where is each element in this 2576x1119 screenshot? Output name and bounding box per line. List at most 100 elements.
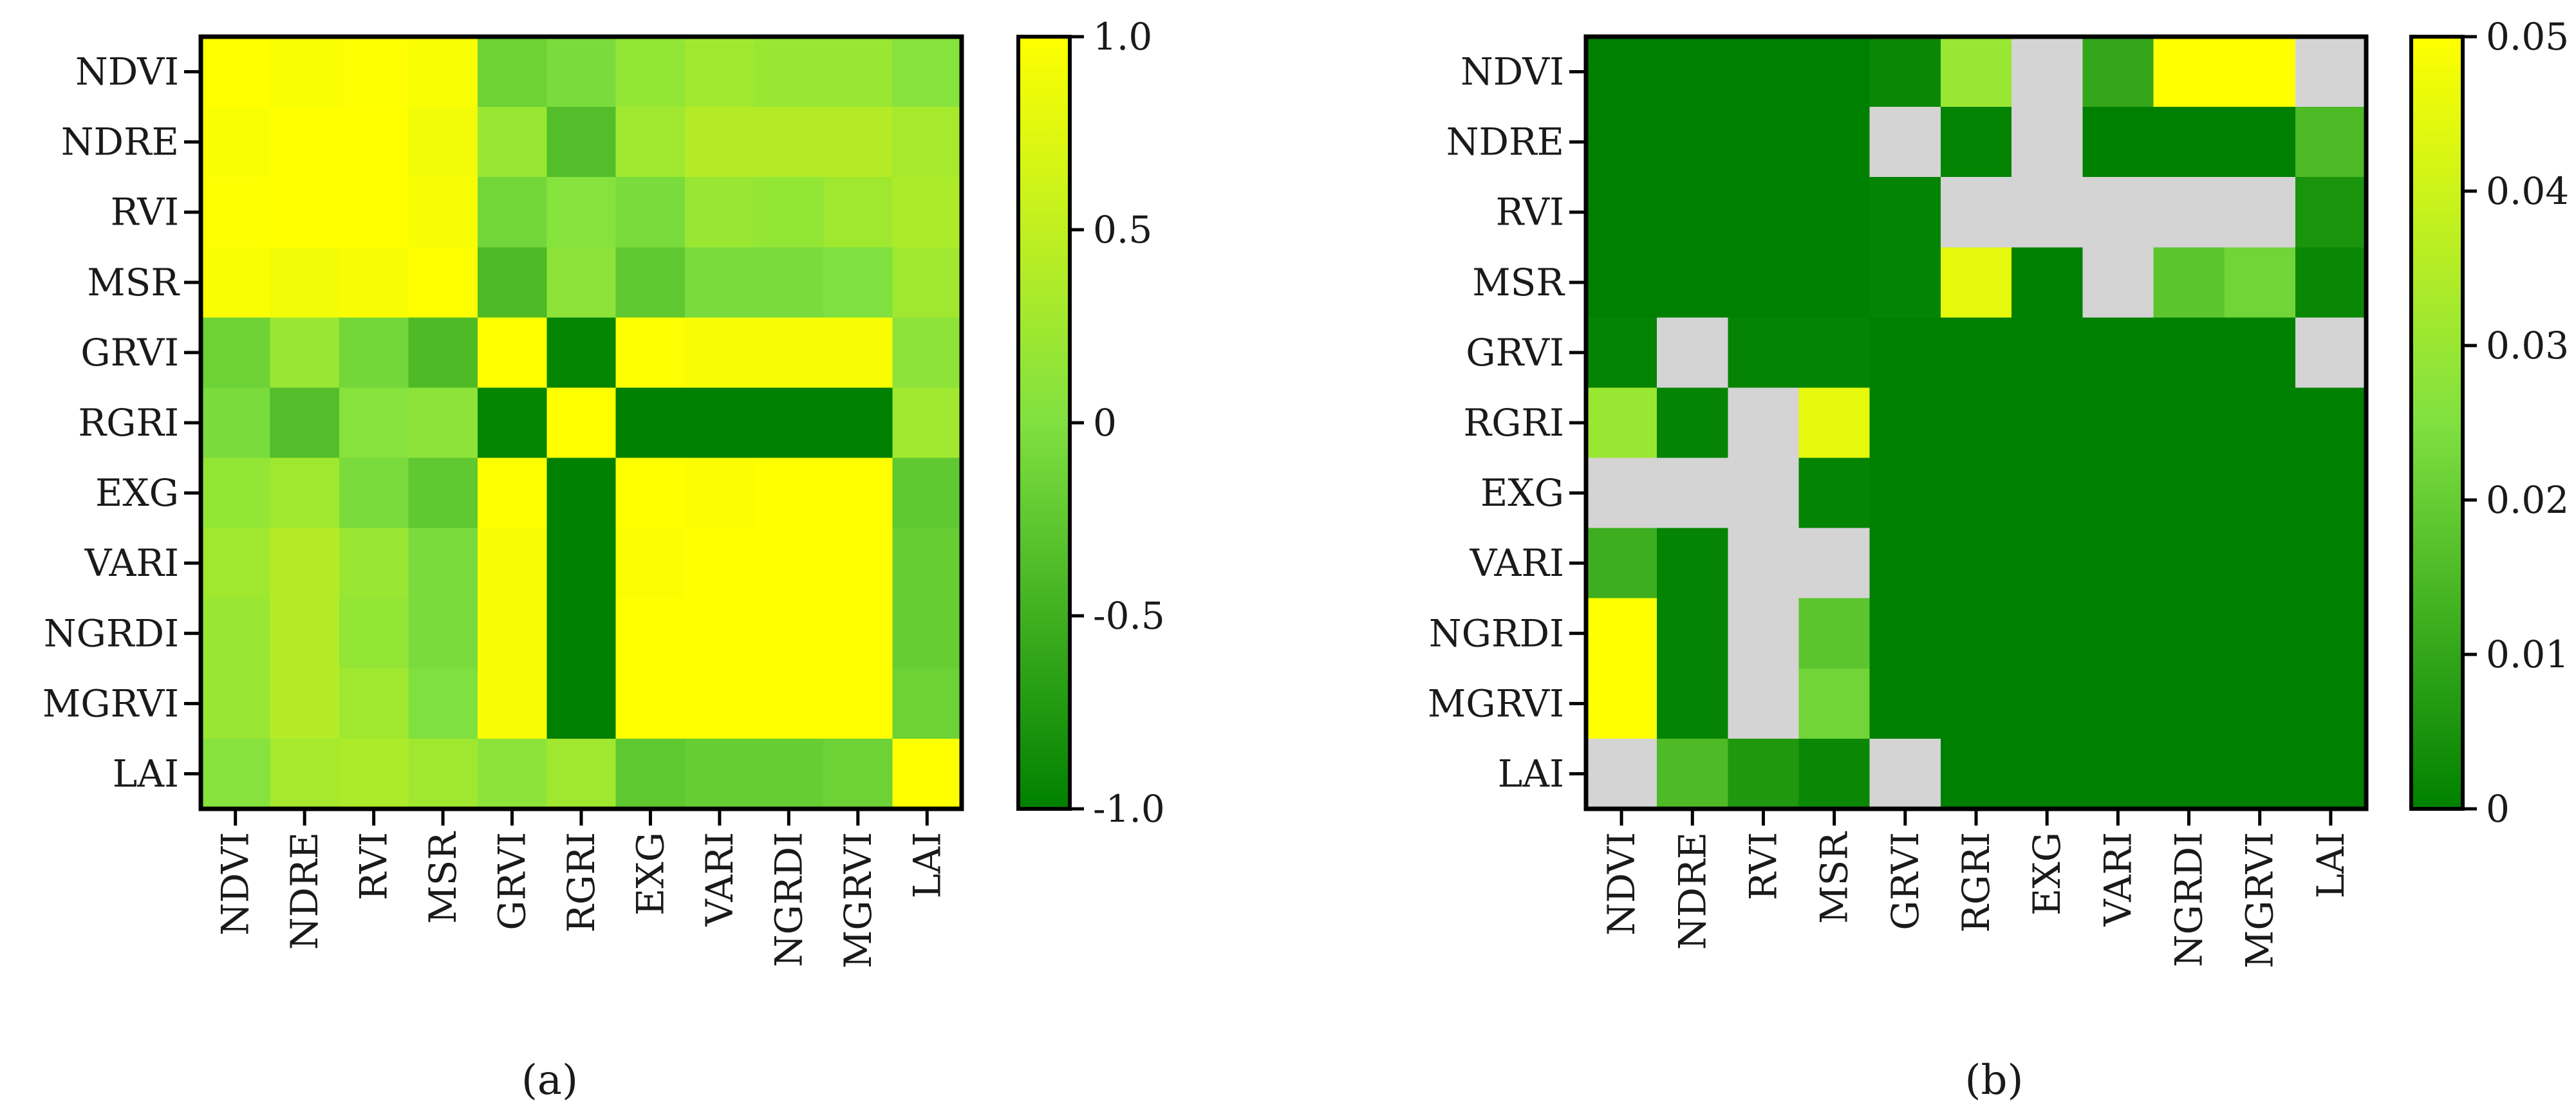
heatmap-cell-a-exg-rvi bbox=[339, 458, 409, 529]
heatmap-cell-a-lai-vari bbox=[685, 738, 755, 809]
heatmap-cell-b-rvi-msr bbox=[1798, 177, 1871, 248]
heatmap-cell-b-ngrdi-exg bbox=[2011, 598, 2083, 669]
heatmap-cell-b-rvi-rgri bbox=[1940, 177, 2012, 248]
heatmap-cell-a-rvi-rvi bbox=[339, 177, 409, 248]
heatmap-cell-b-grvi-msr bbox=[1798, 317, 1871, 389]
heatmap-cell-a-ndre-vari bbox=[685, 107, 755, 178]
row-label-a-ndre: NDRE bbox=[61, 120, 179, 164]
heatmap-cell-b-ndre-ndre bbox=[1657, 107, 1728, 178]
heatmap-cell-a-ndre-ndvi bbox=[201, 107, 271, 178]
heatmap-cell-b-exg-vari bbox=[2082, 458, 2154, 529]
heatmap-cell-a-rvi-grvi bbox=[477, 177, 547, 248]
heatmap-cell-a-lai-msr bbox=[408, 738, 478, 809]
heatmap-cell-b-ngrdi-lai bbox=[2295, 598, 2367, 669]
heatmap-cell-b-ndre-exg bbox=[2011, 107, 2083, 178]
heatmap-cell-a-lai-ngrdi bbox=[754, 738, 824, 809]
heatmap-cell-a-mgrvi-ngrdi bbox=[754, 668, 824, 739]
heatmap-cell-b-rgri-vari bbox=[2082, 387, 2154, 459]
heatmap-cell-b-exg-msr bbox=[1798, 458, 1871, 529]
heatmap-cell-b-mgrvi-msr bbox=[1798, 668, 1871, 739]
heatmap-cell-b-rgri-exg bbox=[2011, 387, 2083, 459]
heatmap-cell-b-grvi-exg bbox=[2011, 317, 2083, 389]
heatmap-cell-b-lai-msr bbox=[1798, 738, 1871, 809]
heatmap-cell-a-vari-mgrvi bbox=[823, 528, 893, 599]
heatmap-cell-b-rvi-exg bbox=[2011, 177, 2083, 248]
panel-a-caption: (a) bbox=[521, 1057, 578, 1104]
heatmap-cell-b-msr-rvi bbox=[1728, 247, 1800, 318]
heatmap-cell-a-ndre-ngrdi bbox=[754, 107, 824, 178]
heatmap-cell-b-vari-ndre bbox=[1657, 528, 1728, 599]
heatmap-cell-a-rvi-ndre bbox=[270, 177, 340, 248]
heatmap-cell-b-msr-lai bbox=[2295, 247, 2367, 318]
heatmap-cell-a-grvi-exg bbox=[615, 317, 686, 389]
heatmap-cell-b-ndvi-ndvi bbox=[1586, 37, 1657, 107]
heatmap-cell-b-lai-lai bbox=[2295, 738, 2367, 809]
heatmap-cell-a-mgrvi-mgrvi bbox=[823, 668, 893, 739]
heatmap-cell-a-lai-grvi bbox=[477, 738, 547, 809]
heatmap-cell-a-ngrdi-grvi bbox=[477, 598, 547, 669]
panel-b-cells bbox=[1586, 37, 2367, 809]
heatmap-cell-b-mgrvi-rgri bbox=[1940, 668, 2012, 739]
heatmap-cell-a-msr-vari bbox=[685, 247, 755, 318]
heatmap-cell-b-grvi-ndvi bbox=[1586, 317, 1657, 389]
heatmap-cell-b-mgrvi-ndvi bbox=[1586, 668, 1657, 739]
heatmap-cell-a-ndvi-msr bbox=[408, 37, 478, 107]
heatmap-cell-a-lai-mgrvi bbox=[823, 738, 893, 809]
heatmap-cell-b-msr-ndvi bbox=[1586, 247, 1657, 318]
col-label-a-lai: LAI bbox=[905, 832, 949, 898]
heatmap-cell-b-msr-ndre bbox=[1657, 247, 1728, 318]
heatmap-cell-b-rgri-mgrvi bbox=[2224, 387, 2296, 459]
heatmap-cell-a-ndre-rvi bbox=[339, 107, 409, 178]
heatmap-cell-a-ndre-rgri bbox=[546, 107, 617, 178]
heatmap-cell-b-vari-ngrdi bbox=[2153, 528, 2225, 599]
col-label-b-rgri: RGRI bbox=[1954, 832, 1998, 933]
heatmap-cell-b-vari-grvi bbox=[1869, 528, 1941, 599]
heatmap-cell-a-ndre-lai bbox=[892, 107, 962, 178]
heatmap-cell-b-rgri-lai bbox=[2295, 387, 2367, 459]
heatmap-cell-b-ndvi-ndre bbox=[1657, 37, 1728, 107]
row-label-b-ndre: NDRE bbox=[1446, 120, 1564, 164]
heatmap-cell-a-grvi-vari bbox=[685, 317, 755, 389]
heatmap-cell-a-mgrvi-ndre bbox=[270, 668, 340, 739]
heatmap-cell-a-exg-ngrdi bbox=[754, 458, 824, 529]
heatmap-cell-a-grvi-ndvi bbox=[201, 317, 271, 389]
row-label-b-rvi: RVI bbox=[1496, 190, 1564, 234]
heatmap-cell-b-mgrvi-exg bbox=[2011, 668, 2083, 739]
heatmap-cell-b-grvi-ndre bbox=[1657, 317, 1728, 389]
heatmap-cell-a-rvi-rgri bbox=[546, 177, 617, 248]
heatmap-cell-a-vari-rgri bbox=[546, 528, 617, 599]
row-label-a-rgri: RGRI bbox=[78, 401, 179, 445]
heatmap-cell-b-ndre-ngrdi bbox=[2153, 107, 2225, 178]
col-label-b-lai: LAI bbox=[2309, 832, 2353, 898]
heatmap-cell-b-exg-lai bbox=[2295, 458, 2367, 529]
heatmap-cell-b-ngrdi-ngrdi bbox=[2153, 598, 2225, 669]
heatmap-cell-a-ngrdi-vari bbox=[685, 598, 755, 669]
heatmap-cell-a-grvi-rvi bbox=[339, 317, 409, 389]
heatmap-cell-b-grvi-rvi bbox=[1728, 317, 1800, 389]
heatmap-cell-a-grvi-ndre bbox=[270, 317, 340, 389]
row-label-b-vari: VARI bbox=[1470, 541, 1564, 585]
heatmap-cell-b-lai-vari bbox=[2082, 738, 2154, 809]
heatmap-cell-b-ngrdi-ndvi bbox=[1586, 598, 1657, 669]
colorbar-b-tick-label-0: 0.05 bbox=[2486, 15, 2569, 59]
col-label-b-mgrvi: MGRVI bbox=[2238, 832, 2282, 968]
row-label-a-vari: VARI bbox=[84, 541, 179, 585]
heatmap-cell-a-vari-vari bbox=[685, 528, 755, 599]
heatmap-cell-b-exg-exg bbox=[2011, 458, 2083, 529]
heatmap-cell-b-grvi-ngrdi bbox=[2153, 317, 2225, 389]
heatmap-cell-b-ngrdi-rvi bbox=[1728, 598, 1800, 669]
heatmap-cell-b-grvi-grvi bbox=[1869, 317, 1941, 389]
heatmap-cell-b-msr-msr bbox=[1798, 247, 1871, 318]
heatmap-cell-a-rvi-mgrvi bbox=[823, 177, 893, 248]
heatmap-cell-a-rgri-ndre bbox=[270, 387, 340, 459]
heatmap-cell-b-ndre-ndvi bbox=[1586, 107, 1657, 178]
heatmap-cell-a-lai-ndvi bbox=[201, 738, 271, 809]
heatmap-cell-b-vari-mgrvi bbox=[2224, 528, 2296, 599]
heatmap-cell-a-ndvi-ndvi bbox=[201, 37, 271, 107]
heatmap-cell-a-ngrdi-ngrdi bbox=[754, 598, 824, 669]
heatmap-cell-b-ndre-msr bbox=[1798, 107, 1871, 178]
heatmap-cell-b-rvi-ndvi bbox=[1586, 177, 1657, 248]
heatmap-cell-b-lai-rvi bbox=[1728, 738, 1800, 809]
heatmap-cell-b-vari-lai bbox=[2295, 528, 2367, 599]
heatmap-cell-a-mgrvi-grvi bbox=[477, 668, 547, 739]
